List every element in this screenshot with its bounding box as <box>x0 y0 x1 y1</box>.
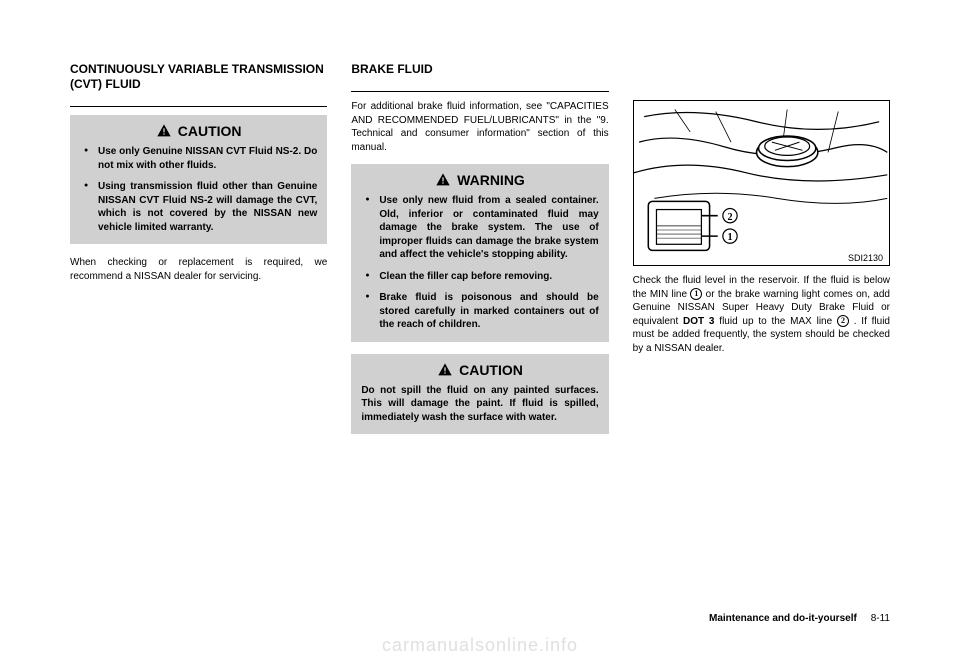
caution-icon <box>156 123 172 139</box>
column-1: CONTINUOUSLY VARIABLE TRANSMISSION (CVT)… <box>70 62 327 542</box>
body-text: When checking or replacement is required… <box>70 256 327 283</box>
section-header-cvt: CONTINUOUSLY VARIABLE TRANSMISSION (CVT)… <box>70 62 327 92</box>
intro-text: For additional brake fluid information, … <box>351 100 608 154</box>
warning-title: WARNING <box>361 172 598 188</box>
caution-item: Using transmission fluid other than Genu… <box>80 180 317 234</box>
warning-item: Clean the filler cap before removing. <box>361 270 598 284</box>
caution-list: Use only Genuine NISSAN CVT Fluid NS-2. … <box>80 145 317 234</box>
brake-fluid-diagram: 2 1 SDI2130 <box>633 100 890 266</box>
caution-text: Do not spill the fluid on any painted su… <box>361 384 598 425</box>
warning-list: Use only new fluid from a sealed contain… <box>361 194 598 332</box>
footer-label: Maintenance and do-it-yourself <box>709 613 857 624</box>
circle-number-2: 2 <box>837 315 849 327</box>
watermark: carmanualsonline.info <box>382 635 578 656</box>
rule <box>351 91 608 92</box>
column-container: CONTINUOUSLY VARIABLE TRANSMISSION (CVT)… <box>70 62 890 542</box>
caution-box-brake: CAUTION Do not spill the fluid on any pa… <box>351 354 608 435</box>
column-3: 2 1 SDI2130 Check the fluid level in the… <box>633 62 890 542</box>
caution-box-cvt: CAUTION Use only Genuine NISSAN CVT Flui… <box>70 115 327 244</box>
caution-item: Use only Genuine NISSAN CVT Fluid NS-2. … <box>80 145 317 172</box>
caution-title-text: CAUTION <box>178 123 242 139</box>
diagram-svg: 2 1 <box>634 101 889 265</box>
svg-text:2: 2 <box>727 212 732 223</box>
rule <box>70 106 327 107</box>
warning-title-text: WARNING <box>457 172 525 188</box>
caution-icon <box>437 362 453 378</box>
diagram-label: SDI2130 <box>846 253 885 263</box>
section-header-brake: BRAKE FLUID <box>351 62 608 77</box>
page: CONTINUOUSLY VARIABLE TRANSMISSION (CVT)… <box>0 0 960 664</box>
caution-title: CAUTION <box>361 362 598 378</box>
svg-text:1: 1 <box>727 232 732 243</box>
warning-item: Use only new fluid from a sealed contain… <box>361 194 598 262</box>
text-part: fluid up to the MAX line <box>719 316 837 327</box>
body-text-col3: Check the fluid level in the reservoir. … <box>633 274 890 355</box>
column-2: BRAKE FLUID For additional brake fluid i… <box>351 62 608 542</box>
caution-title-text: CAUTION <box>459 362 523 378</box>
circle-number-1: 1 <box>690 288 702 300</box>
warning-item: Brake fluid is poisonous and should be s… <box>361 291 598 332</box>
page-footer: Maintenance and do-it-yourself 8-11 <box>709 613 890 624</box>
warning-icon <box>435 172 451 188</box>
warning-box: WARNING Use only new fluid from a sealed… <box>351 164 608 342</box>
footer-page: 8-11 <box>871 613 890 624</box>
caution-title: CAUTION <box>80 123 317 139</box>
bold-text: DOT 3 <box>683 316 714 327</box>
